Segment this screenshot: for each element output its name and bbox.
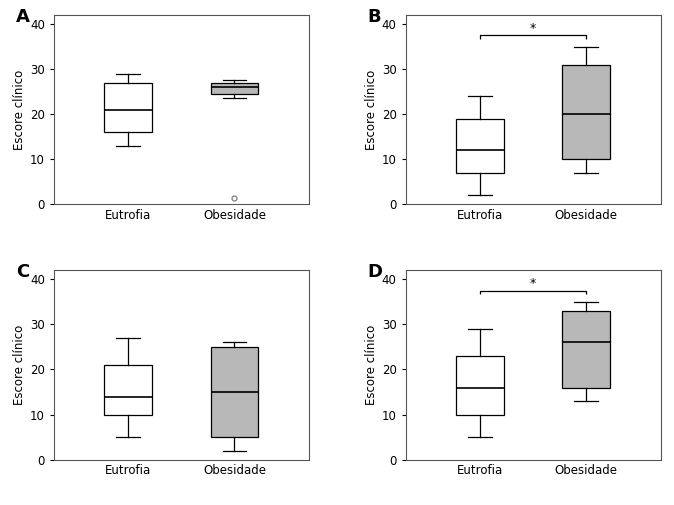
- Y-axis label: Escore clínico: Escore clínico: [13, 325, 26, 405]
- Text: *: *: [530, 277, 537, 290]
- Y-axis label: Escore clínico: Escore clínico: [13, 70, 26, 150]
- Text: A: A: [16, 8, 30, 26]
- PathPatch shape: [210, 83, 258, 94]
- Text: B: B: [367, 8, 381, 26]
- PathPatch shape: [456, 356, 504, 415]
- Y-axis label: Escore clínico: Escore clínico: [365, 325, 377, 405]
- Text: *: *: [530, 22, 537, 34]
- PathPatch shape: [562, 311, 610, 387]
- PathPatch shape: [456, 119, 504, 173]
- PathPatch shape: [104, 365, 152, 415]
- PathPatch shape: [210, 347, 258, 437]
- PathPatch shape: [562, 65, 610, 159]
- Text: D: D: [367, 263, 382, 281]
- Text: C: C: [16, 263, 29, 281]
- Y-axis label: Escore clínico: Escore clínico: [365, 70, 377, 150]
- PathPatch shape: [104, 83, 152, 132]
